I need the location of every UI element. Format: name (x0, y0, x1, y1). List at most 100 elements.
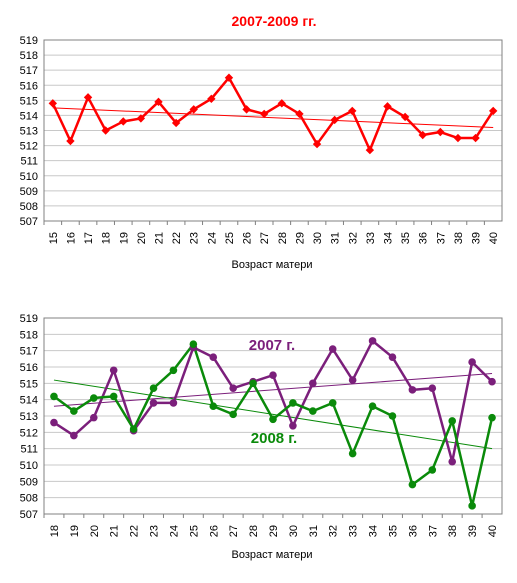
x-tick-label: 18 (49, 525, 61, 537)
data-point (368, 337, 377, 345)
x-tick-label: 40 (488, 232, 500, 244)
chart-top: 2007-2009 гг. 507 508 509 510 511 512 513 514 51… (20, 13, 503, 271)
chart-top-series-lines (51, 76, 495, 152)
y-tick-label: 517 (20, 346, 38, 358)
data-point (171, 118, 181, 128)
data-point (269, 415, 277, 424)
data-point (129, 425, 138, 433)
data-point (428, 384, 437, 393)
x-tick-label: 34 (383, 232, 395, 244)
x-tick-label: 24 (168, 525, 180, 537)
y-tick-label: 519 (20, 35, 38, 47)
x-tick-label: 29 (294, 232, 306, 244)
data-point (136, 114, 146, 123)
data-point (189, 105, 198, 114)
x-tick-label: 21 (109, 525, 121, 537)
data-point (109, 392, 118, 401)
chart-bottom: 507508509510511512513514515516517518519 … (20, 313, 503, 561)
data-point (70, 407, 78, 415)
data-point (224, 73, 234, 82)
y-tick-label: 519 (20, 313, 38, 325)
x-tick-label: 38 (453, 232, 465, 244)
chart-top-title: 2007-2009 гг. (232, 13, 317, 29)
trendline (53, 379, 493, 450)
chart-top-grid (44, 39, 502, 222)
data-point (269, 371, 277, 379)
data-point (89, 394, 98, 402)
data-point (295, 109, 304, 119)
data-point (259, 109, 269, 119)
x-tick-label: 36 (407, 525, 419, 537)
y-tick-label: 507 (20, 509, 38, 521)
data-point (400, 112, 410, 122)
data-point (330, 115, 339, 125)
x-tick-label: 20 (89, 525, 101, 537)
y-tick-label: 513 (20, 411, 38, 423)
x-tick-label: 17 (83, 232, 95, 244)
x-tick-label: 29 (268, 525, 280, 537)
data-point (109, 366, 118, 375)
data-point (471, 133, 480, 143)
data-point (312, 139, 322, 149)
x-tick-label: 31 (308, 525, 320, 537)
data-point (368, 402, 377, 411)
data-point (89, 413, 98, 422)
data-point (488, 413, 496, 422)
data-point (448, 457, 457, 466)
data-point (169, 366, 178, 375)
data-point (388, 412, 397, 420)
x-tick-label: 18 (101, 232, 113, 244)
x-tick-label: 32 (328, 525, 340, 537)
x-tick-label: 24 (206, 232, 218, 244)
chart-bottom-trendlines (53, 373, 493, 450)
chart-bottom-y-ticks: 507 508 509 510 511 512 513 514 515 516 517 518 519 (20, 313, 38, 521)
data-point (488, 377, 496, 386)
series-2008-label: 2008 г. (251, 430, 297, 447)
x-tick-label: 19 (118, 232, 130, 244)
data-point (229, 384, 237, 393)
data-point (70, 431, 78, 440)
data-point (209, 402, 218, 411)
data-point (418, 130, 427, 140)
x-tick-label: 36 (418, 232, 430, 244)
data-point (468, 358, 476, 366)
y-tick-label: 514 (20, 395, 38, 407)
chart-top-plot-frame (43, 39, 503, 222)
chart-bottom-x-ticks: 18 19 20 21 22 23 24 25 26 27 28 29 30 31 32 33 34 35 36 37… (43, 514, 499, 537)
x-tick-label: 28 (277, 232, 289, 244)
x-tick-label: 37 (435, 232, 447, 244)
data-point (328, 399, 337, 407)
y-tick-label: 516 (20, 362, 38, 374)
data-point (309, 407, 317, 415)
data-point (229, 410, 237, 419)
data-point (453, 133, 463, 143)
series-line (51, 76, 495, 152)
data-point (448, 417, 457, 425)
y-tick-label: 512 (20, 141, 38, 153)
data-point (154, 97, 163, 107)
data-point (365, 145, 375, 155)
x-tick-label: 27 (228, 525, 240, 537)
x-tick-label: 30 (288, 525, 300, 537)
data-point (149, 399, 158, 407)
chart-top-trendlines (52, 107, 494, 128)
chart-bottom-xlabel: Возраст матери (232, 549, 313, 561)
data-point (436, 127, 445, 137)
data-point (383, 102, 392, 111)
y-tick-label: 507 (20, 216, 38, 228)
x-tick-label: 32 (347, 232, 359, 244)
data-point (66, 136, 75, 146)
data-point (348, 376, 357, 384)
x-tick-label: 26 (208, 525, 220, 537)
data-point (242, 105, 251, 114)
data-point (249, 379, 257, 388)
y-tick-label: 514 (20, 110, 38, 122)
x-tick-label: 19 (69, 525, 81, 537)
trendline (53, 373, 493, 407)
x-tick-label: 20 (136, 232, 148, 244)
data-point (50, 392, 58, 401)
x-tick-label: 39 (471, 232, 483, 244)
x-tick-label: 23 (189, 232, 201, 244)
data-point (408, 386, 417, 394)
data-point (488, 106, 498, 116)
